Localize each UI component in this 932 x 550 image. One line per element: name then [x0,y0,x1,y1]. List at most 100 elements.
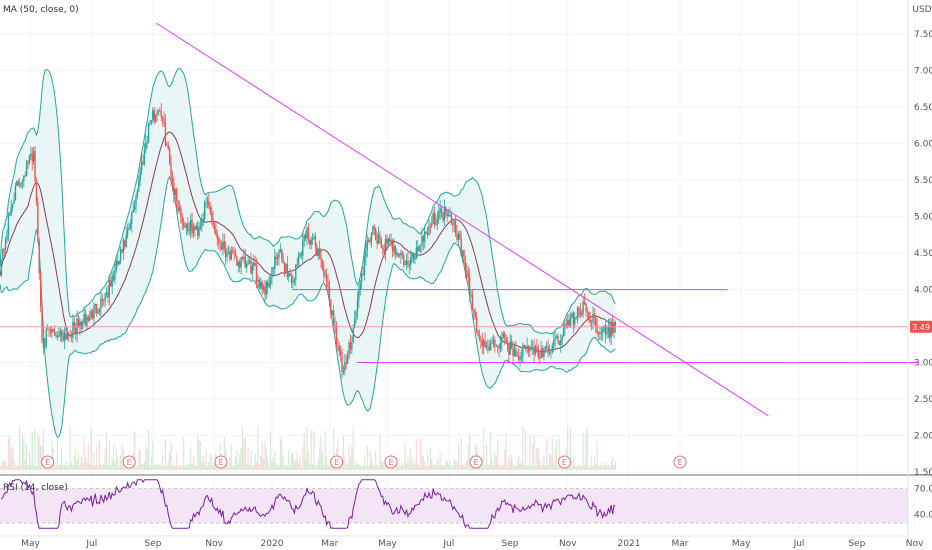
volume-bar [101,465,103,470]
candle-body [546,346,548,347]
volume-bar [171,465,174,470]
volume-bar [306,427,308,470]
volume-bar [586,427,588,470]
candle-body [11,203,14,208]
volume-bar [114,463,116,470]
candle-body [583,301,586,305]
candle-body [247,263,249,265]
volume-bar [283,465,286,470]
volume-bar [313,430,315,470]
candle-body [338,345,340,352]
trendlines[interactable] [0,22,918,417]
time-tick-label: Sep [502,539,519,549]
candle-body [90,310,92,318]
candle-body [496,345,499,347]
volume-bar [247,447,249,470]
candle-body [164,122,167,146]
volume-bar [557,465,559,470]
volume-bar [38,437,40,470]
volume-bar [237,463,239,470]
volume-bar [452,465,454,470]
volume-bar [431,458,433,470]
last-price-value: 3.49 [912,323,930,332]
volume-bar [254,453,256,470]
volume-bar [443,465,445,470]
volume-bar [251,465,253,470]
volume-bar [588,465,590,470]
candle-body [595,317,597,327]
candle-body [289,273,291,276]
candle-body [187,223,189,231]
earnings-marker-circle [214,455,228,469]
volume-bar [426,453,429,470]
candle-body [429,226,432,227]
candle-body [325,274,328,282]
volume-bar [537,448,539,470]
volume-bar [342,435,345,470]
volume-bar [290,453,293,470]
volume-bar [258,464,260,470]
volume-bar [435,464,437,470]
volume-bar [446,460,448,470]
candle-body [365,249,367,258]
candle-body [285,264,287,273]
volume-bar [166,465,168,470]
candle-body [278,251,280,258]
volume-bar [613,465,615,470]
candle-body [157,110,160,115]
volume-bar [21,434,24,470]
volume-bar [410,448,412,470]
volume-bar [341,465,343,470]
candle-body [321,259,324,269]
candle-body [262,286,265,290]
candle-body [359,281,361,290]
candle-body [373,226,375,229]
volume-bar [492,465,495,470]
volume-bar [309,464,311,470]
candle-body [353,318,356,329]
candle-body [447,214,450,217]
volume-bar [153,465,155,470]
candle-body [241,257,244,259]
candle-body [582,301,584,314]
candle-body [489,343,492,351]
volume-bar [574,465,576,470]
candle-body [558,342,561,345]
volume-bar [244,437,246,470]
volume-bar [55,465,57,470]
volume-bar [567,426,569,470]
volume-bar [288,449,290,470]
candle-body [136,190,139,198]
candle-body [21,180,24,183]
candle-body [495,345,497,347]
candle-body [564,324,566,329]
time-tick-label: May [378,539,397,549]
volume-bar [516,461,518,470]
candle-body [318,248,321,256]
candle-body [23,175,25,181]
volume-bar [9,436,11,470]
volume-bar [35,465,38,470]
volume-bar [246,462,248,470]
candle-body [590,322,593,324]
candle-body [145,142,147,150]
candle-body [70,336,73,338]
volume-bar [264,442,266,470]
candle-body [4,239,7,249]
volume-bar [255,462,258,470]
volume-bar [541,464,544,470]
candle-body [362,273,364,275]
rsi-tick-label: 70.00 [914,484,932,494]
volume-bar [23,438,25,470]
candle-body [439,208,441,212]
volume-bar [257,426,259,470]
earnings-marker-circle [122,455,136,469]
volume-bar [418,465,420,470]
candle-body [515,348,517,357]
candle-body [230,250,233,260]
volume-bar [140,463,143,470]
candle-body [536,346,538,349]
candle-body [431,223,433,227]
candle-body [386,238,388,244]
